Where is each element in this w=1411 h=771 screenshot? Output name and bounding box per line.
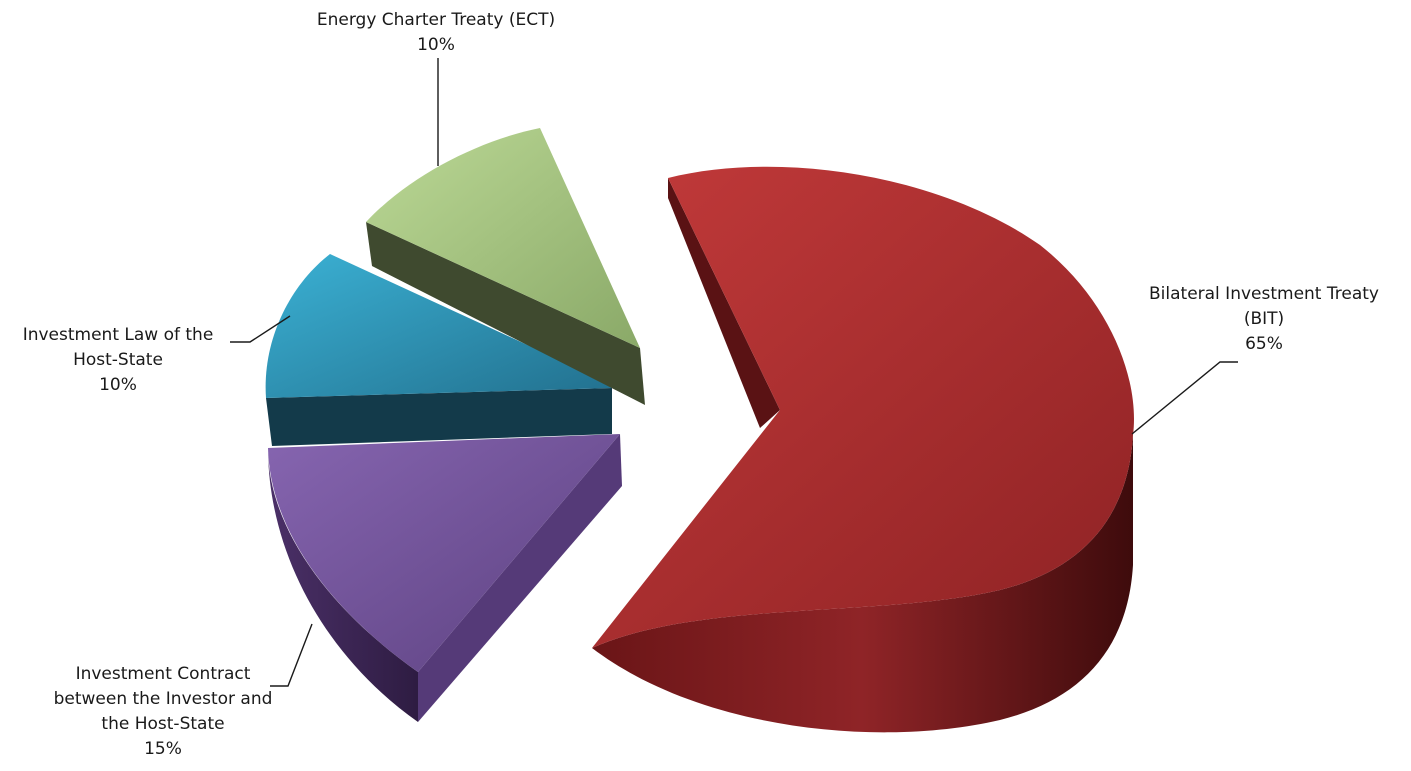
label-bit: Bilateral Investment Treaty (BIT) 65% xyxy=(1124,282,1404,357)
label-ect: Energy Charter Treaty (ECT) 10% xyxy=(266,8,606,58)
slice-bit-inner-wall xyxy=(668,178,780,428)
slice-ect-top xyxy=(366,128,640,348)
label-law-value: 10% xyxy=(99,375,137,395)
slice-contract-side xyxy=(268,452,418,722)
slice-bit-side xyxy=(592,435,1133,733)
slice-law-side xyxy=(266,388,612,446)
label-contract-value: 15% xyxy=(144,739,182,759)
label-ect-line-1: Energy Charter Treaty (ECT) xyxy=(316,10,556,30)
label-contract-line-1: Investment Contract xyxy=(75,664,251,684)
slice-bit-top xyxy=(592,166,1134,649)
label-ect-value: 10% xyxy=(417,35,455,55)
label-contract-line-3: the Host-State xyxy=(101,714,225,734)
label-contract-line-2: between the Investor and xyxy=(53,689,273,709)
slice-contract-top xyxy=(268,434,620,672)
leader-line-contract xyxy=(270,623,313,687)
label-bit-line-1: Bilateral Investment Treaty xyxy=(1149,284,1379,304)
label-law-line-1: Investment Law of the xyxy=(22,325,214,345)
label-contract: Investment Contract between the Investor… xyxy=(18,662,308,762)
leader-line-law xyxy=(230,315,291,343)
slice-ect-side xyxy=(366,222,645,405)
slice-law-top xyxy=(265,254,612,398)
leader-line-bit xyxy=(1131,361,1238,435)
label-law: Investment Law of the Host-State 10% xyxy=(0,323,236,398)
label-law-line-2: Host-State xyxy=(73,350,163,370)
label-bit-line-2: (BIT) xyxy=(1243,309,1285,329)
slice-contract-inner-wall xyxy=(418,434,622,722)
label-bit-value: 65% xyxy=(1245,334,1283,354)
